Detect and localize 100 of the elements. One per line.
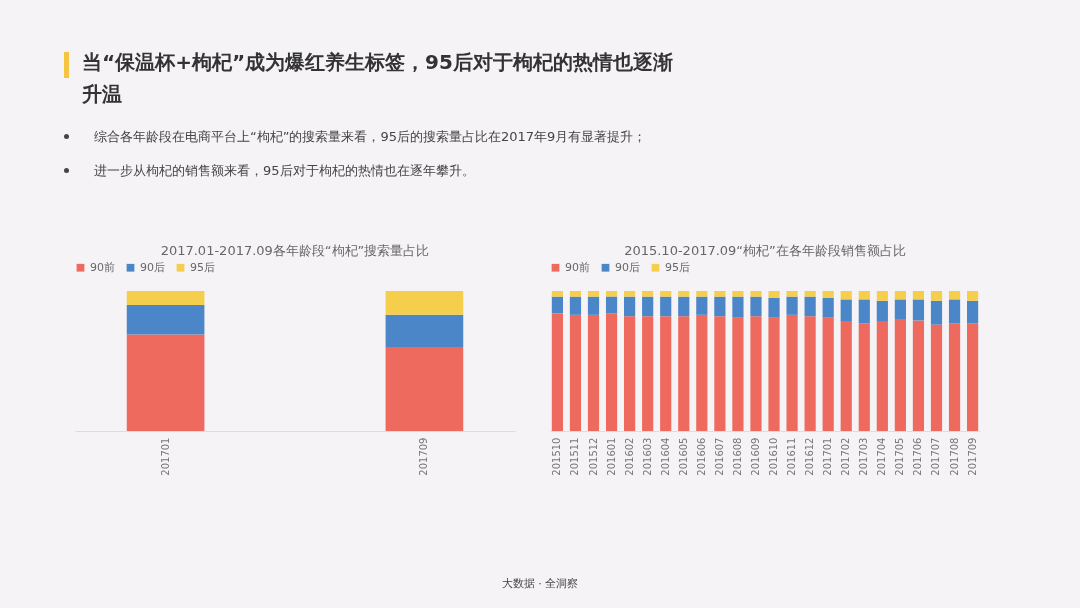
bar	[894, 299, 906, 319]
bar	[624, 316, 636, 431]
x-tick-label: 201511	[569, 437, 581, 476]
bar	[768, 298, 780, 318]
bar	[551, 291, 563, 297]
x-tick-label: 201707	[930, 437, 942, 476]
bar	[822, 298, 834, 318]
bar	[858, 291, 870, 300]
bar	[642, 296, 654, 317]
bar	[696, 296, 708, 315]
x-tick-label: 201610	[768, 437, 780, 476]
x-tick-label: 201510	[551, 437, 563, 476]
x-tick-label: 201706	[912, 437, 924, 476]
bar	[696, 314, 708, 431]
bar	[605, 313, 618, 431]
bar	[605, 296, 618, 314]
bar	[786, 314, 798, 431]
legend-label: 90后	[615, 260, 640, 274]
bar	[385, 314, 464, 347]
bar	[912, 291, 925, 300]
bar	[912, 299, 925, 321]
bar	[894, 319, 906, 431]
bar	[551, 296, 563, 314]
bar	[930, 300, 943, 325]
bar	[714, 316, 726, 431]
text: 当“保温杯+枸杞”成为爆红养生标签，95后对于枸杞的热情也逐渐升温	[82, 49, 674, 108]
bar	[750, 296, 762, 317]
bar	[678, 296, 690, 317]
bar	[930, 324, 943, 431]
bar	[822, 291, 834, 298]
bar	[569, 296, 582, 315]
bar	[750, 316, 762, 431]
bar	[624, 296, 636, 317]
bar	[822, 317, 834, 431]
bar	[967, 323, 979, 431]
bar	[967, 300, 979, 324]
bar	[948, 323, 961, 431]
bar	[642, 291, 654, 297]
x-tick-label: 201701	[822, 437, 834, 476]
bar	[569, 314, 582, 431]
x-tick-label: 201611	[786, 437, 798, 476]
bar	[714, 296, 726, 317]
x-tick-label: 201702	[840, 437, 852, 476]
bar	[732, 291, 744, 297]
bar	[804, 316, 816, 431]
x-tick-label: 201607	[713, 437, 725, 476]
bar	[642, 316, 654, 431]
x-tick-label: 201705	[894, 437, 906, 476]
legend-label: 95后	[190, 260, 215, 274]
bar	[948, 299, 961, 324]
bar	[930, 291, 943, 301]
bar	[732, 317, 744, 431]
bar	[858, 299, 870, 324]
text: 进一步从枸杞的销售额来看，95后对于枸杞的热情也在逐年攀升。	[93, 162, 475, 180]
bar	[569, 291, 582, 297]
bar	[768, 317, 780, 431]
bar	[768, 291, 780, 298]
x-tick-label: 201601	[605, 437, 617, 476]
x-tick-label: 201612	[804, 437, 816, 476]
legend-label: 90后	[140, 260, 165, 274]
x-tick-label: 201704	[876, 437, 888, 476]
x-tick-label: 201703	[858, 437, 870, 476]
text: 大数据 · 全洞察	[500, 576, 580, 591]
x-tick-label: 201701	[159, 437, 171, 476]
bar	[678, 291, 690, 297]
text: 综合各年龄段在电商平台上“枸杞”的搜索量来看，95后的搜索量占比在2017年9月有显著提升；	[93, 128, 647, 146]
x-tick-label: 201602	[623, 437, 635, 476]
legend-label: 90前	[565, 260, 590, 274]
bar	[750, 291, 762, 297]
bar	[894, 291, 906, 300]
bar	[660, 296, 672, 317]
bar	[786, 291, 798, 297]
bar	[126, 334, 205, 431]
bar	[126, 305, 205, 335]
bar	[587, 291, 600, 297]
x-tick-label: 201708	[948, 437, 960, 476]
bar	[876, 300, 888, 322]
x-tick-label: 201512	[587, 437, 599, 476]
x-tick-label: 201606	[695, 437, 707, 476]
bar	[126, 291, 205, 305]
bar	[967, 291, 979, 301]
bar	[605, 291, 618, 297]
bar	[804, 296, 816, 317]
x-tick-label: 201709	[418, 437, 430, 476]
bar	[696, 291, 708, 297]
bar	[660, 291, 672, 297]
bar	[876, 291, 888, 301]
bar	[948, 291, 961, 300]
bar	[840, 321, 852, 431]
bar	[587, 314, 600, 431]
bar	[551, 313, 563, 431]
bar	[732, 296, 744, 318]
bar	[587, 296, 600, 315]
bar	[876, 321, 888, 431]
bar	[786, 296, 798, 315]
x-tick-label: 201604	[659, 437, 671, 476]
bar	[912, 320, 925, 431]
x-tick-label: 201603	[641, 437, 653, 476]
x-tick-label: 201709	[966, 437, 978, 476]
legend-label: 90前	[90, 260, 115, 274]
